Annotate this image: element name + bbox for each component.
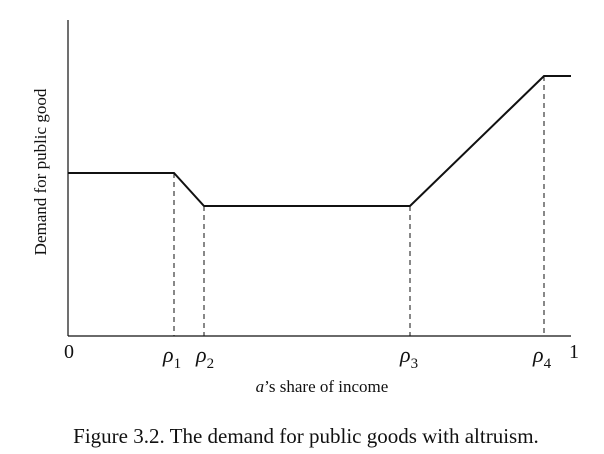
tick-label-rho3: ρ3 — [399, 342, 418, 372]
x-axis-label: a’s share of income — [256, 377, 389, 396]
tick-rho3-sub: 3 — [411, 356, 419, 372]
tick-label-rho4: ρ4 — [532, 342, 552, 372]
tick-rho3-symbol: ρ — [399, 342, 411, 367]
tick-label-0: 0 — [64, 341, 74, 363]
figure-caption: Figure 3.2. The demand for public goods … — [73, 424, 539, 448]
tick-label-rho1: ρ1 — [162, 342, 181, 372]
guide-lines — [173, 76, 545, 336]
tick-label-1: 1 — [569, 341, 579, 363]
tick-rho4-symbol: ρ — [532, 342, 544, 367]
y-axis-label: Demand for public good — [31, 88, 50, 255]
tick-rho2-sub: 2 — [207, 356, 215, 372]
tick-label-rho2: ρ2 — [195, 342, 214, 372]
tick-rho2-symbol: ρ — [195, 342, 207, 367]
x-axis-label-rest: ’s share of income — [264, 377, 388, 396]
x-axis-label-italic: a — [256, 377, 265, 396]
tick-rho1-sub: 1 — [174, 356, 182, 372]
tick-rho1-symbol: ρ — [162, 342, 174, 367]
tick-rho4-sub: 4 — [544, 356, 552, 372]
demand-curve — [68, 75, 571, 207]
